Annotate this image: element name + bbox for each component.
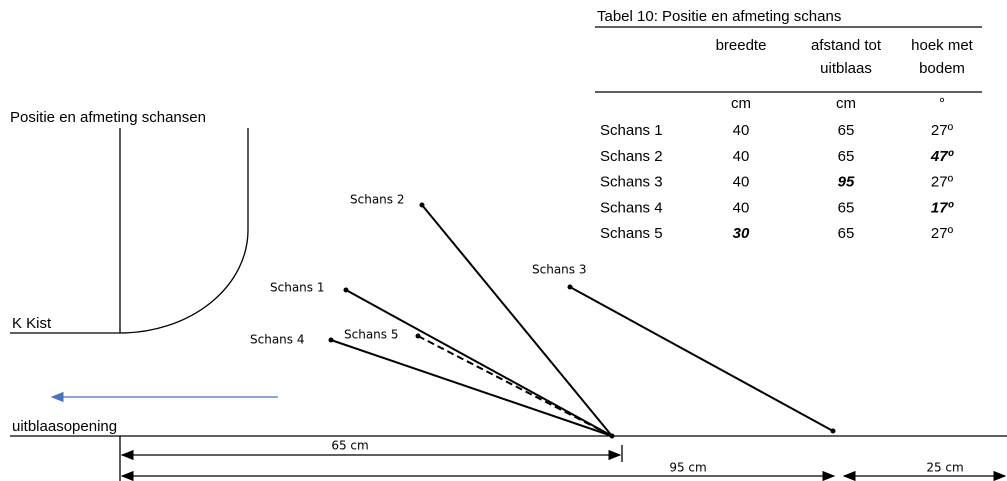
cell: 27º <box>931 122 954 139</box>
cell: 65 <box>838 122 855 139</box>
kist-label: K Kist <box>12 315 52 332</box>
cell: 30 <box>733 225 750 242</box>
header: hoek met <box>911 37 974 54</box>
cell: 40 <box>733 148 750 165</box>
row-label: Schans 3 <box>600 174 663 191</box>
ramp <box>569 286 834 432</box>
outlet-label: uitblaasopening <box>12 418 117 435</box>
diagram-title: Positie en afmeting schansen <box>10 109 206 126</box>
ramp <box>421 204 613 437</box>
row-label: Schans 1 <box>600 122 663 139</box>
unit: cm <box>731 95 751 112</box>
cell: 40 <box>733 174 750 191</box>
ramp <box>345 289 613 437</box>
header: breedte <box>716 37 767 54</box>
ramp-label: Schans 4 <box>250 333 304 347</box>
header: uitblaas <box>820 60 872 77</box>
cell: 40 <box>733 122 750 139</box>
table-caption: Tabel 10: Positie en afmeting schans <box>597 8 841 25</box>
table: Tabel 10: Positie en afmeting schans bre… <box>595 8 982 242</box>
cell: 95 <box>838 174 855 191</box>
ramp-label: Schans 2 <box>350 193 404 207</box>
ramp-label: Schans 3 <box>532 263 586 277</box>
header: afstand tot <box>811 37 882 54</box>
kist-outline <box>10 128 249 334</box>
cell: 65 <box>838 199 855 216</box>
dimension-label: 95 cm <box>669 461 706 475</box>
cell: 40 <box>733 199 750 216</box>
ramp-label: Schans 1 <box>270 281 324 295</box>
dimensions: 65 cm 95 cm 25 cm <box>119 436 1007 481</box>
dimension-label: 25 cm <box>926 461 963 475</box>
row-label: Schans 2 <box>600 148 663 165</box>
dimension-label: 65 cm <box>331 439 368 453</box>
cell: 65 <box>838 148 855 165</box>
ramp-label: Schans 5 <box>344 328 398 342</box>
cell: 65 <box>838 225 855 242</box>
table-body: Schans 1 40 65 27º Schans 2 40 65 47º Schans 3 40… <box>600 122 955 242</box>
cell: 47º <box>930 148 955 165</box>
cell: 17º <box>931 199 955 216</box>
row-label: Schans 4 <box>600 199 663 216</box>
ramp <box>330 339 613 437</box>
ramp <box>417 335 613 437</box>
ramps: Schans 1 Schans 2 Schans 3 Schans 4 Scha… <box>250 193 836 439</box>
header: bodem <box>919 60 965 77</box>
row-label: Schans 5 <box>600 225 663 242</box>
cell: 27º <box>931 174 954 191</box>
cell: 27º <box>931 225 954 242</box>
unit: ° <box>939 95 945 112</box>
unit: cm <box>836 95 856 112</box>
